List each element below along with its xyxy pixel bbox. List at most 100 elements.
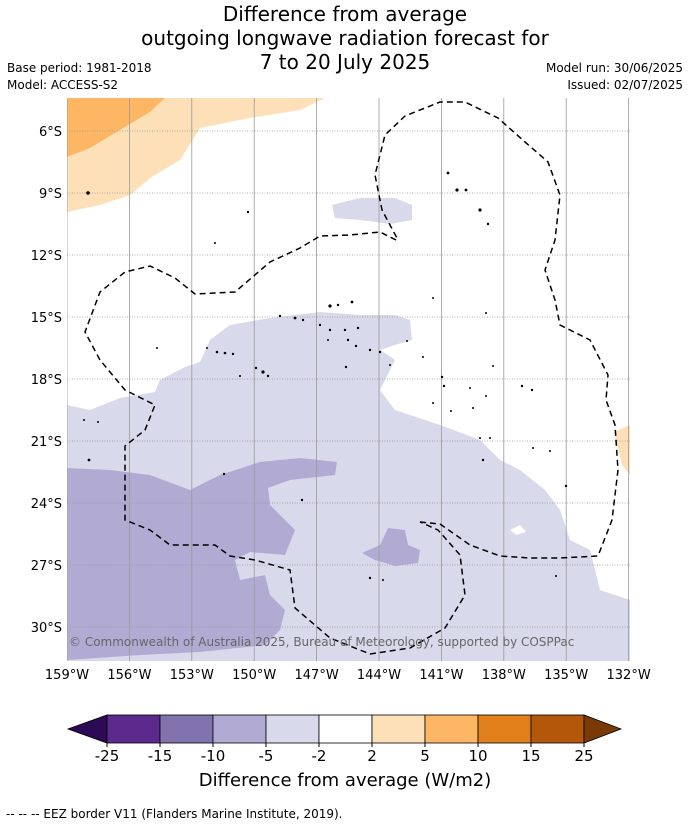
latitude-label: 12°S xyxy=(31,249,62,264)
island xyxy=(223,351,227,355)
latitude-label: 21°S xyxy=(31,435,62,450)
eez-border-french-polynesia xyxy=(374,101,619,559)
base-period: Base period: 1981-2018 xyxy=(7,61,152,75)
island xyxy=(555,575,557,577)
island xyxy=(156,347,158,349)
colorbar-title: Difference from average (W/m2) xyxy=(198,770,492,791)
island xyxy=(455,188,459,192)
island xyxy=(261,370,265,374)
longitude-label: 156°W xyxy=(107,668,151,683)
island xyxy=(389,364,391,366)
colorbar-swatch xyxy=(530,714,585,744)
colorbar-tick-label: 25 xyxy=(574,747,593,765)
axis-labels: 159°W 156°W 153°W 150°W 147°W 144°W 141°W 138°W… xyxy=(31,125,651,683)
island xyxy=(520,384,524,388)
island xyxy=(300,498,304,502)
island xyxy=(442,384,446,388)
island xyxy=(336,303,340,307)
anomaly-region-neg10-neg5 xyxy=(67,458,337,660)
colorbar-tick-label: -2 xyxy=(312,747,327,765)
anomaly-region-neg5-neg2-north xyxy=(332,198,412,224)
colorbar-swatch xyxy=(265,714,320,744)
colorbar-swatch xyxy=(159,714,214,744)
island xyxy=(239,375,241,377)
anomaly-region-neg10-neg5-small xyxy=(362,528,420,566)
islands xyxy=(83,171,568,581)
longitude-label: 141°W xyxy=(419,668,463,683)
island xyxy=(486,222,490,226)
colorbar-swatch xyxy=(424,714,479,744)
latitude-label: 15°S xyxy=(31,311,62,326)
longitude-label: 153°W xyxy=(170,668,214,683)
colorbar-swatch xyxy=(371,714,426,744)
map-area xyxy=(67,98,630,661)
colorbar-swatch xyxy=(106,714,161,744)
copyright-text: © Commonwealth of Australia 2025, Bureau… xyxy=(69,635,574,649)
island xyxy=(350,300,354,304)
longitude-label: 132°W xyxy=(607,668,651,683)
island xyxy=(478,208,482,212)
island xyxy=(328,304,332,308)
eez-footnote: -- -- -- EEZ border V11 (Flanders Marine… xyxy=(6,807,343,821)
island xyxy=(450,410,452,412)
title-line-3: 7 to 20 July 2025 xyxy=(259,50,431,74)
colorbar: -25 -15 -10 -5 -2 2 5 10 15 25 xyxy=(66,714,623,765)
island xyxy=(83,419,85,421)
colorbar-swatch xyxy=(318,714,373,744)
model-run: Model run: 30/06/2025 xyxy=(545,61,683,75)
island xyxy=(293,316,297,320)
latitude-label: 24°S xyxy=(31,497,62,512)
island xyxy=(278,314,282,318)
island xyxy=(368,348,372,352)
island xyxy=(464,188,468,192)
island xyxy=(328,328,332,332)
colorbar-tick-label: 5 xyxy=(420,747,430,765)
longitude-label: 135°W xyxy=(544,668,588,683)
issued-date: Issued: 02/07/2025 xyxy=(567,78,683,92)
island xyxy=(472,407,474,409)
island xyxy=(492,365,494,367)
island xyxy=(382,579,384,581)
island xyxy=(214,242,216,244)
colorbar-tick-label: -15 xyxy=(148,747,173,765)
island xyxy=(378,350,382,354)
colorbar-tick-label: -5 xyxy=(259,747,274,765)
island xyxy=(356,326,360,330)
island xyxy=(549,450,551,452)
island xyxy=(215,350,219,354)
island xyxy=(318,323,322,327)
island xyxy=(97,421,99,423)
model-name: Model: ACCESS-S2 xyxy=(7,78,119,92)
eez-border-cook-islands xyxy=(84,231,466,655)
anomaly-region-pos2-pos5 xyxy=(67,98,325,212)
island xyxy=(206,347,208,349)
island xyxy=(446,171,450,175)
island xyxy=(266,374,270,378)
title-line-2: outgoing longwave radiation forecast for xyxy=(141,26,549,50)
island xyxy=(422,356,424,358)
colorbar-tick-label: -25 xyxy=(95,747,120,765)
island xyxy=(564,484,568,488)
island xyxy=(86,191,90,195)
island xyxy=(469,387,471,389)
latitude-label: 9°S xyxy=(39,187,62,202)
island xyxy=(87,458,91,462)
island xyxy=(489,437,491,439)
longitude-label: 144°W xyxy=(357,668,401,683)
title-line-1: Difference from average xyxy=(222,2,468,26)
colorbar-swatch xyxy=(212,714,267,744)
island xyxy=(532,447,534,449)
meta-right: Model run: 30/06/2025 Issued: 02/07/2025 xyxy=(546,60,683,94)
colorbar-tick-label: 10 xyxy=(468,747,487,765)
island xyxy=(485,312,487,314)
anomaly-hole xyxy=(510,525,526,535)
island xyxy=(481,458,485,462)
island xyxy=(344,365,348,369)
island xyxy=(530,388,534,392)
longitude-label: 150°W xyxy=(232,668,276,683)
colorbar-extend-low xyxy=(66,714,108,744)
colorbar-tick-label: 15 xyxy=(521,747,540,765)
colorbar-extend-high xyxy=(583,714,623,744)
island xyxy=(432,402,434,404)
